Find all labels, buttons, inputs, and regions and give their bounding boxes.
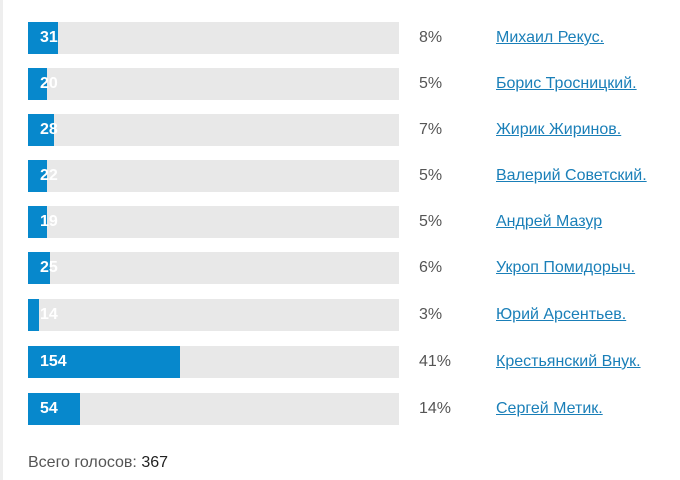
vote-bar-track: 19 bbox=[28, 206, 399, 238]
candidate-link[interactable]: Михаил Рекус. bbox=[496, 29, 605, 46]
candidate-link[interactable]: Борис Тросницкий. bbox=[496, 75, 637, 92]
vote-bar-fill bbox=[28, 114, 54, 146]
poll-option-row: 154 41% Крестьянский Внук. bbox=[0, 346, 680, 378]
vote-bar-fill bbox=[28, 22, 58, 54]
vote-bar-fill bbox=[28, 206, 47, 238]
vote-bar-track: 20 bbox=[28, 68, 399, 100]
total-votes-label: Всего голосов: bbox=[28, 454, 137, 471]
vote-percent: 5% bbox=[419, 167, 443, 184]
poll-option-row: 25 6% Укроп Помидорыч. bbox=[0, 252, 680, 284]
vote-percent: 3% bbox=[419, 306, 443, 323]
vote-bar-track: 28 bbox=[28, 114, 399, 146]
poll-option-row: 31 8% Михаил Рекус. bbox=[0, 22, 680, 54]
vote-percent: 8% bbox=[419, 29, 443, 46]
vote-percent: 6% bbox=[419, 259, 443, 276]
total-votes: Всего голосов: 367 bbox=[28, 452, 168, 474]
vote-bar-track: 154 bbox=[28, 346, 399, 378]
vote-percent: 41% bbox=[419, 353, 452, 370]
candidate-link[interactable]: Крестьянский Внук. bbox=[496, 353, 641, 370]
poll-option-row: 22 5% Валерий Советский. bbox=[0, 160, 680, 192]
vote-bar-fill bbox=[28, 68, 47, 100]
left-divider bbox=[0, 0, 3, 480]
poll-option-row: 19 5% Андрей Мазур bbox=[0, 206, 680, 238]
vote-count: 19 bbox=[40, 213, 58, 230]
vote-count: 54 bbox=[40, 400, 58, 417]
candidate-link[interactable]: Валерий Советский. bbox=[496, 167, 647, 184]
vote-bar-track: 54 bbox=[28, 393, 399, 425]
vote-count: 28 bbox=[40, 121, 58, 138]
vote-count: 154 bbox=[40, 353, 67, 370]
poll-option-row: 20 5% Борис Тросницкий. bbox=[0, 68, 680, 100]
vote-bar-track: 25 bbox=[28, 252, 399, 284]
vote-count: 20 bbox=[40, 75, 58, 92]
poll-option-row: 14 3% Юрий Арсентьев. bbox=[0, 299, 680, 331]
vote-bar-track: 31 bbox=[28, 22, 399, 54]
vote-bar-fill bbox=[28, 160, 47, 192]
vote-bar-track: 14 bbox=[28, 299, 399, 331]
vote-bar-track: 22 bbox=[28, 160, 399, 192]
candidate-link[interactable]: Укроп Помидорыч. bbox=[496, 259, 636, 276]
candidate-link[interactable]: Андрей Мазур bbox=[496, 213, 603, 230]
total-votes-value: 367 bbox=[141, 454, 169, 471]
vote-bar-fill bbox=[28, 346, 180, 378]
vote-bar-fill bbox=[28, 299, 39, 331]
poll-option-row: 28 7% Жирик Жиринов. bbox=[0, 114, 680, 146]
vote-percent: 14% bbox=[419, 400, 452, 417]
candidate-link[interactable]: Юрий Арсентьев. bbox=[496, 306, 627, 323]
vote-bar-fill bbox=[28, 252, 50, 284]
candidate-link[interactable]: Жирик Жиринов. bbox=[496, 121, 622, 138]
vote-count: 14 bbox=[40, 306, 58, 323]
vote-bar-fill bbox=[28, 393, 80, 425]
poll-option-row: 54 14% Сергей Метик. bbox=[0, 393, 680, 425]
vote-percent: 5% bbox=[419, 75, 443, 92]
vote-count: 31 bbox=[40, 29, 58, 46]
candidate-link[interactable]: Сергей Метик. bbox=[496, 400, 603, 417]
vote-count: 25 bbox=[40, 259, 58, 276]
vote-percent: 7% bbox=[419, 121, 443, 138]
vote-count: 22 bbox=[40, 167, 58, 184]
vote-percent: 5% bbox=[419, 213, 443, 230]
